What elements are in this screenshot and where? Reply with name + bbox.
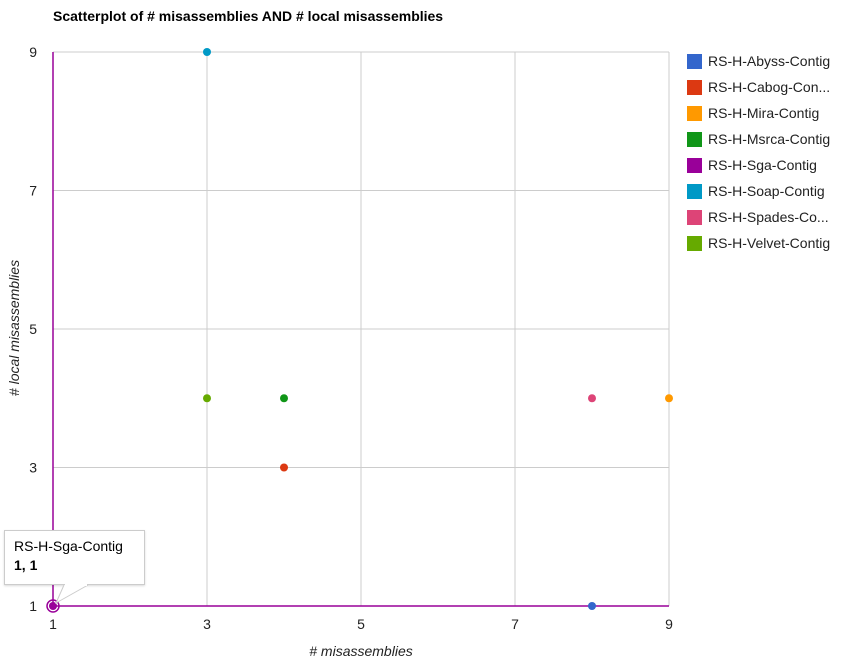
legend-item[interactable]: RS-H-Sga-Contig [687,152,830,178]
tooltip-value: 1, 1 [14,557,38,573]
y-tick-label: 1 [29,598,37,614]
hover-ring [46,599,60,613]
legend-swatch [687,131,702,147]
legend-swatch [687,183,702,199]
data-point-6[interactable] [203,48,211,56]
data-point-5[interactable] [49,602,57,610]
legend-label: RS-H-Msrca-Contig [708,131,831,147]
data-point-8[interactable] [203,394,211,403]
legend-label: RS-H-Soap-Contig [708,183,825,199]
x-tick-label: 7 [511,616,519,632]
chart-title: Scatterplot of # misassemblies AND # loc… [53,8,444,24]
y-tick-label: 3 [29,460,37,476]
legend-swatch [687,53,702,69]
y-tick-label: 9 [29,44,37,60]
legend-item[interactable]: RS-H-Soap-Contig [687,178,830,204]
legend-label: RS-H-Velvet-Contig [708,235,831,251]
data-point-7[interactable] [588,394,596,403]
tooltip: RS-H-Sga-Contig 1, 1 [4,530,145,585]
legend-item[interactable]: RS-H-Velvet-Contig [687,230,830,256]
tick-labels: 1 3 5 7 9 1 3 5 7 9 [29,44,673,632]
y-tick-label: 7 [29,183,37,199]
legend-label: RS-H-Abyss-Contig [708,53,831,69]
x-tick-label: 9 [665,616,673,632]
data-point-2[interactable] [280,463,288,472]
legend-swatch [687,105,702,121]
legend-swatch [687,157,702,173]
legend-swatch [687,235,702,251]
legend-item[interactable]: RS-H-Abyss-Contig [687,48,830,74]
tooltip-series: RS-H-Sga-Contig [14,538,123,554]
x-tick-label: 1 [49,616,57,632]
data-point-1[interactable] [588,602,596,610]
legend-label: RS-H-Sga-Contig [708,157,817,173]
legend-label: RS-H-Spades-Co... [708,209,829,225]
legend-swatch [687,209,702,225]
y-tick-label: 5 [29,321,37,337]
grid-lines [52,51,670,607]
data-points [46,48,673,613]
legend: RS-H-Abyss-Contig RS-H-Cabog-Con... RS-H-M… [687,48,830,256]
data-point-3[interactable] [665,394,673,403]
data-point-4[interactable] [280,394,288,403]
legend-item[interactable]: RS-H-Cabog-Con... [687,74,830,100]
x-tick-label: 5 [357,616,365,632]
legend-item[interactable]: RS-H-Mira-Contig [687,100,830,126]
legend-label: RS-H-Cabog-Con... [708,79,831,95]
legend-item[interactable]: RS-H-Spades-Co... [687,204,830,230]
legend-swatch [687,79,702,95]
legend-label: RS-H-Mira-Contig [708,105,820,121]
x-tick-label: 3 [203,616,211,632]
x-axis-label: # misassemblies [309,643,412,659]
axes [52,52,669,607]
legend-item[interactable]: RS-H-Msrca-Contig [687,126,830,152]
y-axis-label: # local misassemblies [6,260,22,396]
